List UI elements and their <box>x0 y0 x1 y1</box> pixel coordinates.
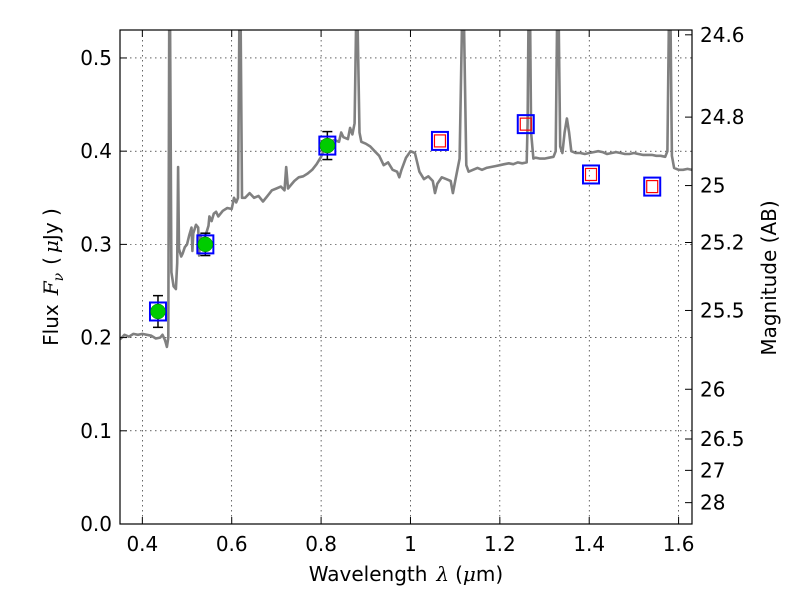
model-point <box>433 134 447 148</box>
photometry-box <box>582 164 601 185</box>
y-tick-label: 0.1 <box>80 419 112 443</box>
photometry-box <box>430 130 449 151</box>
y-tick-label: 0.3 <box>80 232 112 256</box>
detection-point <box>197 236 214 253</box>
x-tick-label: 1.6 <box>663 532 695 556</box>
y2-tick-label: 26.5 <box>700 427 745 451</box>
photometry-box <box>516 114 535 135</box>
x-tick-label: 0.6 <box>216 532 248 556</box>
y2-tick-label: 25 <box>700 174 725 198</box>
y2-tick-label: 24.8 <box>700 105 745 129</box>
grid <box>120 30 692 525</box>
plot-frame <box>119 29 693 525</box>
photometry-box <box>196 234 215 255</box>
marker-layer <box>148 114 662 329</box>
y-axis-title: FluxFν(μJy ) <box>39 208 67 346</box>
detection-point <box>319 137 336 154</box>
spectrum-line <box>120 30 692 349</box>
y2-axis-title: Magnitude (AB) <box>757 200 781 355</box>
y2-tick-label: 27 <box>700 458 725 482</box>
ticks: 0.4 0.6 0.8 1 1.2 1.4 1.6 0.0 0.1 0.2 0.3 0.4 0.5 24.… <box>80 23 744 556</box>
photometry-box <box>148 301 167 322</box>
y2-tick-label: 26 <box>700 377 725 401</box>
photometry-box <box>318 135 337 156</box>
spectrum-layer <box>120 30 692 349</box>
y2-tick-label: 25.2 <box>700 231 745 255</box>
y-tick-label: 0.4 <box>80 139 112 163</box>
x-tick-label: 1 <box>404 532 417 556</box>
model-point <box>646 179 659 194</box>
y-tick-label: 0.5 <box>80 46 112 70</box>
photometry-box <box>643 176 662 197</box>
y2-tick-label: 28 <box>700 491 725 515</box>
x-tick-label: 0.8 <box>305 532 337 556</box>
x-tick-label: 1.4 <box>573 532 605 556</box>
detection-point <box>150 303 166 320</box>
x-tick-label: 0.4 <box>126 532 158 556</box>
model-point <box>519 117 532 131</box>
y-tick-label: 0.0 <box>80 512 112 536</box>
y2-tick-label: 25.5 <box>700 298 745 322</box>
y2-tick-label: 24.6 <box>700 23 745 47</box>
x-axis-title: Wavelength λ (μm) <box>309 562 503 586</box>
y-tick-label: 0.2 <box>80 326 112 350</box>
model-point <box>584 167 598 182</box>
x-tick-label: 1.2 <box>484 532 516 556</box>
